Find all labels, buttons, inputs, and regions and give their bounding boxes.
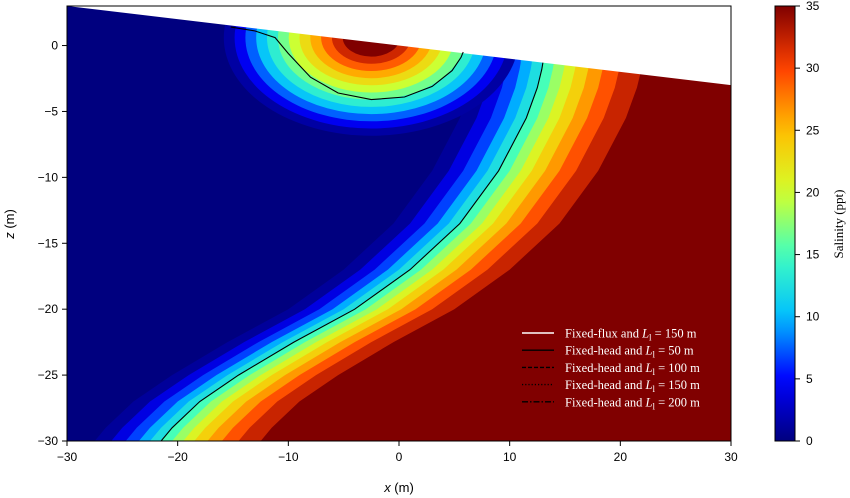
- saltwater-wedge: [94, 6, 731, 441]
- colorbar-tick-label: 25: [806, 123, 820, 137]
- x-tick-label: 10: [503, 450, 517, 464]
- x-axis-variable: x: [383, 480, 391, 495]
- x-tick-label: −30: [57, 450, 78, 464]
- y-tick-label: −5: [44, 104, 58, 118]
- saltwater-wedge-isoline: [160, 62, 544, 441]
- y-axis: 0 −5 −10 −15 −20 −25 −30: [38, 39, 67, 448]
- colorbar-tick-label: 10: [806, 310, 820, 324]
- y-tick-label: −10: [38, 170, 59, 184]
- x-tick-label: −10: [278, 450, 299, 464]
- above-beach-region: [67, 6, 731, 86]
- colorbar-axis: 0 5 10 15 20 25 30 35: [795, 0, 820, 448]
- colorbar-label: Salinity (ppt): [831, 190, 846, 259]
- colorbar-tick-label: 5: [806, 372, 813, 386]
- x-axis-label: x (m): [383, 480, 414, 495]
- upper-saline-plume-isoline: [230, 26, 464, 101]
- y-axis-label: z (m): [2, 209, 17, 240]
- colorbar-tick-label: 0: [806, 434, 813, 448]
- colorbar-tick-label: 15: [806, 248, 820, 262]
- y-tick-label: 0: [51, 39, 58, 53]
- colorbar-tick-label: 35: [806, 0, 820, 13]
- y-axis-unit: (m): [2, 209, 17, 232]
- y-tick-label: −30: [38, 434, 59, 448]
- y-tick-label: −15: [38, 236, 59, 250]
- colorbar-tick-label: 30: [806, 61, 820, 75]
- colorbar: [774, 5, 796, 442]
- x-tick-label: 0: [396, 450, 403, 464]
- x-tick-label: 30: [724, 450, 738, 464]
- wedge-contour-band: [260, 6, 731, 441]
- colorbar-tick-label: 20: [806, 185, 820, 199]
- legend-label: Fixed-head and Ll = 50 m: [565, 344, 694, 360]
- y-axis-variable: z: [2, 232, 17, 240]
- salinity-field: [67, 6, 731, 441]
- legend-label: Fixed-head and Ll = 200 m: [565, 395, 700, 411]
- y-tick-label: −20: [38, 302, 59, 316]
- x-axis: −30 −20 −10 0 10 20 30: [57, 441, 738, 464]
- x-axis-unit: (m): [391, 480, 414, 495]
- legend-label: Fixed-flux and Ll = 150 m: [565, 327, 697, 343]
- x-tick-label: 20: [614, 450, 628, 464]
- legend-label: Fixed-head and Ll = 100 m: [565, 361, 700, 377]
- legend-label: Fixed-head and Ll = 150 m: [565, 378, 700, 394]
- x-tick-label: −20: [167, 450, 188, 464]
- y-tick-label: −25: [38, 368, 59, 382]
